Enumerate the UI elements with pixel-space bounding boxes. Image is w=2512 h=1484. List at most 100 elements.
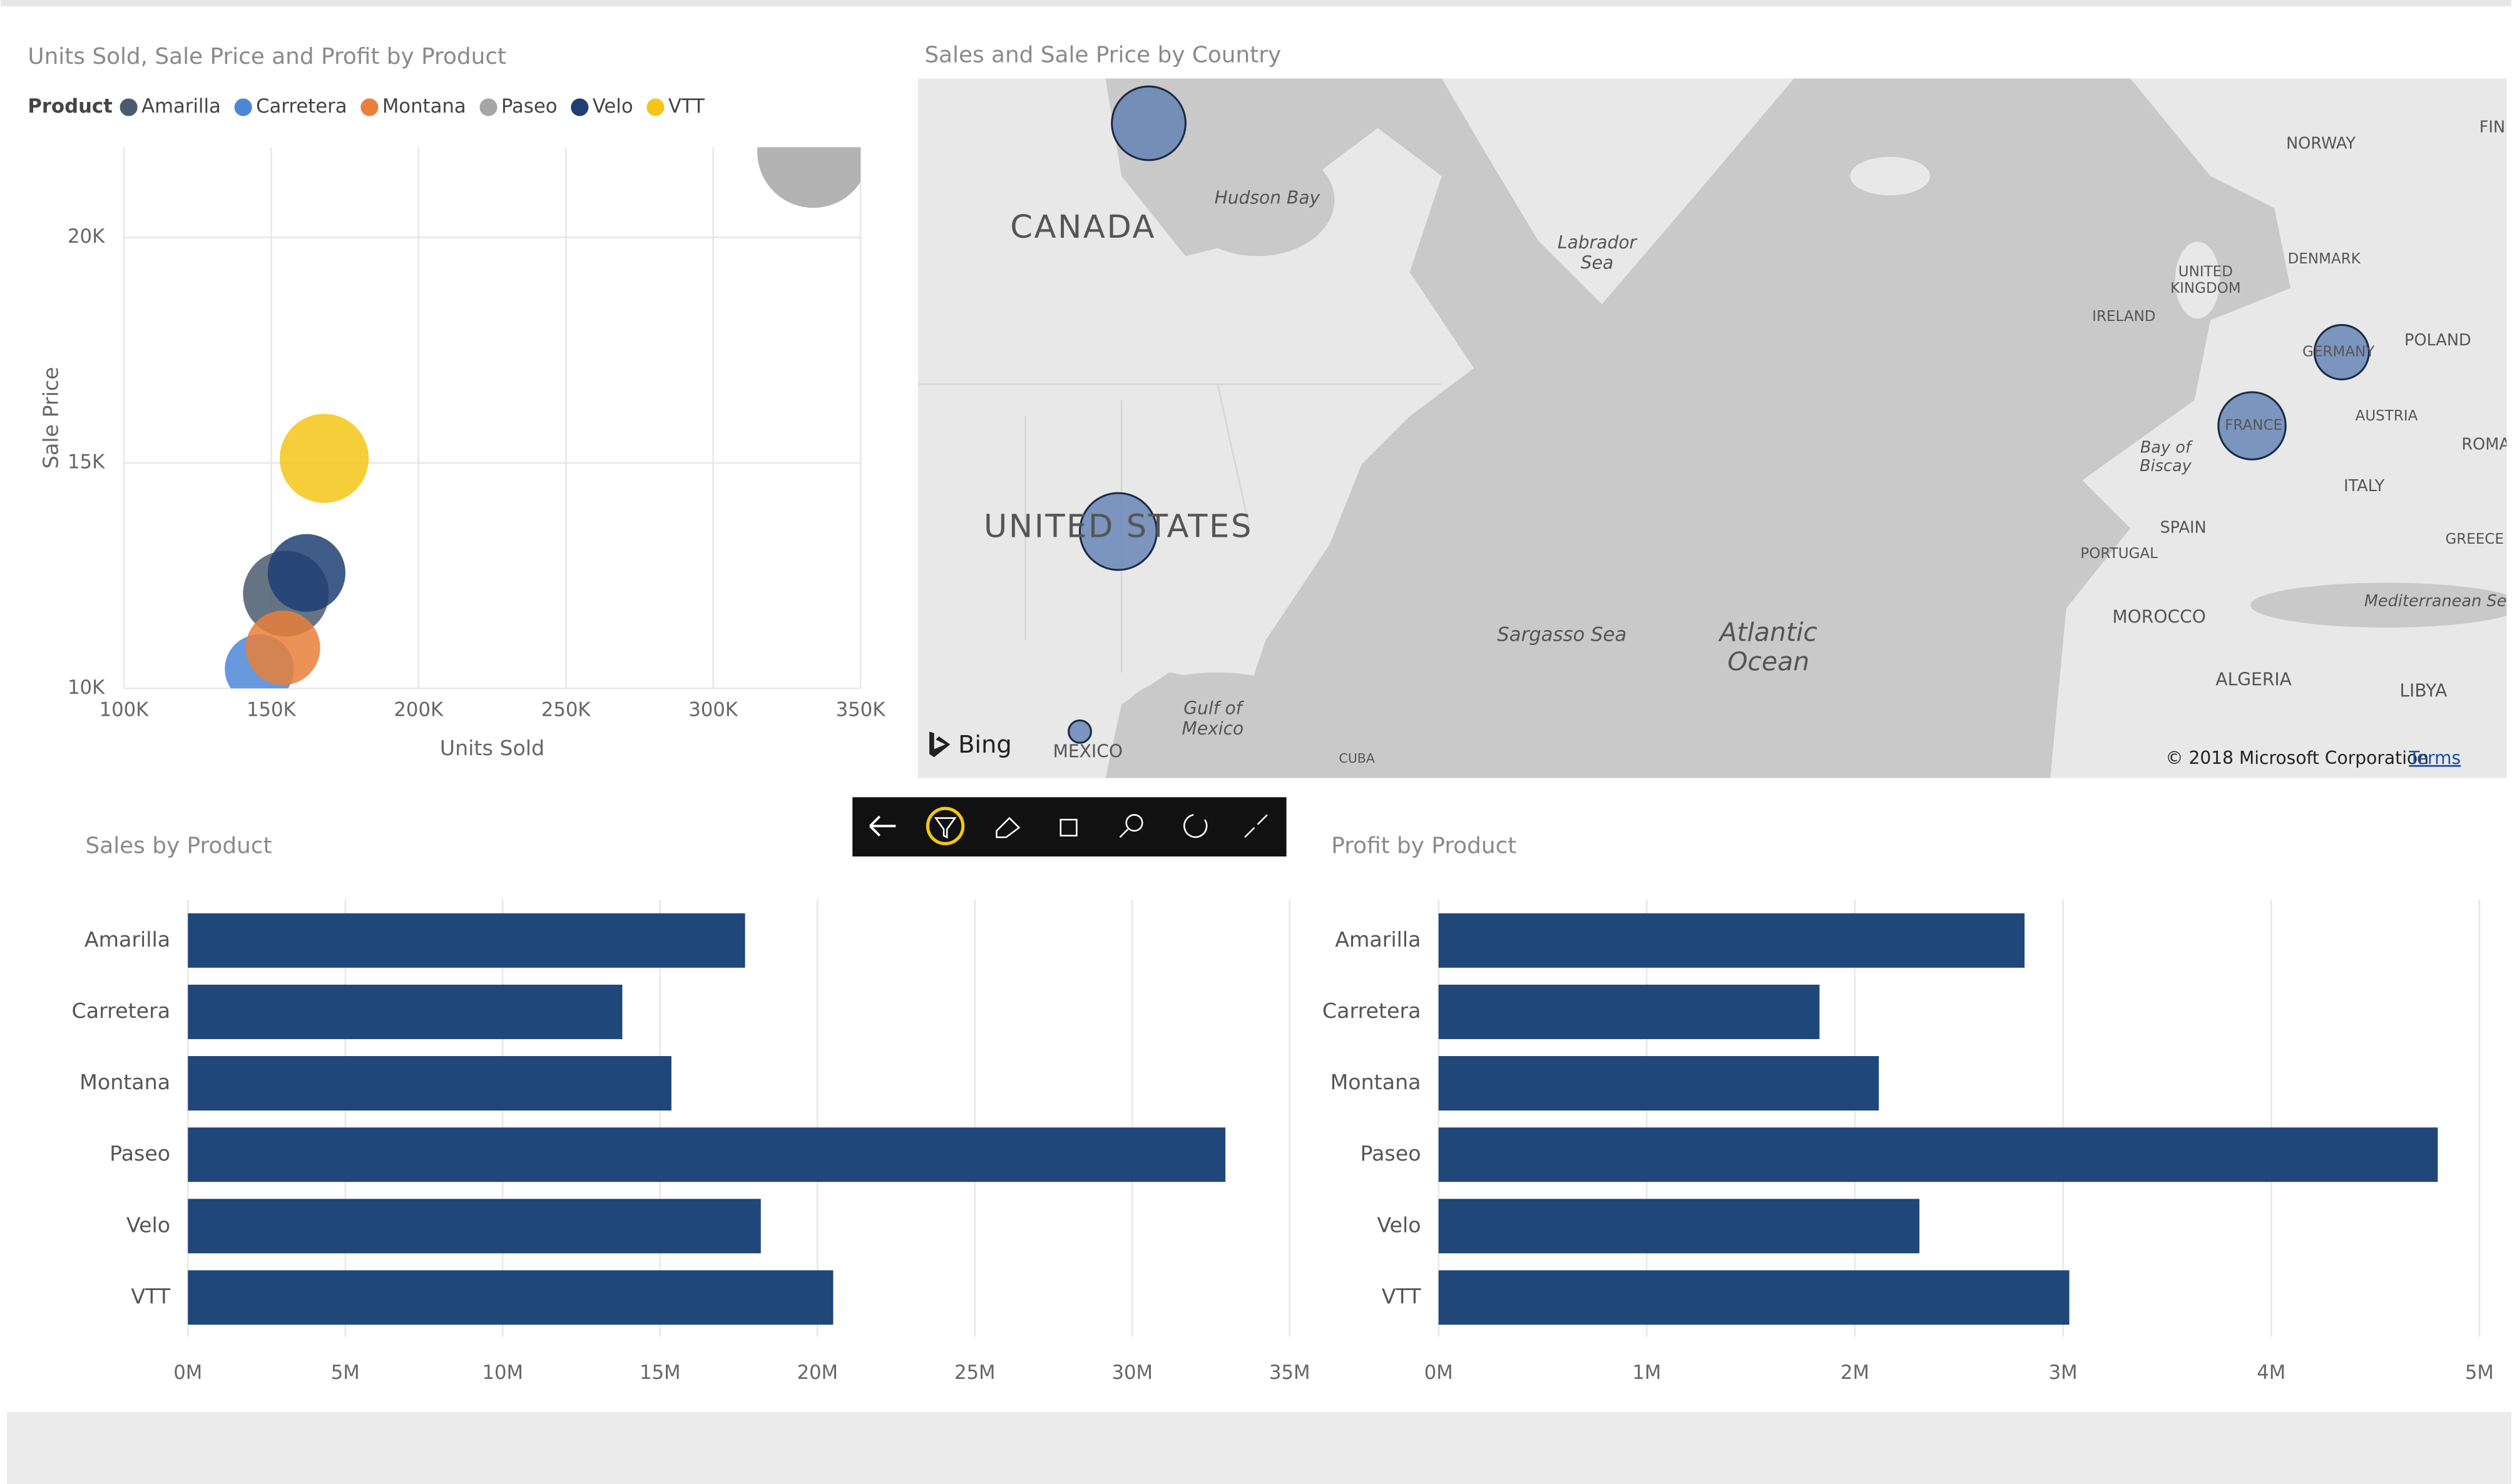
bar xyxy=(1438,984,1820,1039)
map-label: Biscay xyxy=(2140,457,2192,475)
back-button[interactable] xyxy=(869,815,896,837)
bar xyxy=(1438,1056,1879,1111)
map-label: Sea xyxy=(1581,252,1613,273)
y-tick-label: Velo xyxy=(126,1212,170,1237)
visual-toolbar xyxy=(852,797,1287,856)
map-label: IRELAND xyxy=(2092,308,2155,325)
bar xyxy=(1438,1199,1920,1254)
map-label: CUBA xyxy=(1339,751,1375,766)
collapse-button[interactable] xyxy=(1244,814,1268,838)
bubble xyxy=(279,414,369,503)
map-label: Sargasso Sea xyxy=(1497,624,1626,646)
country-label: MEXICO xyxy=(1053,741,1123,762)
map-label: ITALY xyxy=(2344,477,2385,496)
bubble xyxy=(267,534,345,612)
map-label: SPAIN xyxy=(2160,518,2206,537)
legend-label: Amarilla xyxy=(141,96,221,118)
map-label: ALGERIA xyxy=(2215,669,2292,689)
x-tick-label: 5M xyxy=(2465,1362,2494,1384)
bar xyxy=(188,984,623,1039)
map-label: DENMARK xyxy=(2288,251,2361,267)
x-tick-label: 3M xyxy=(2049,1362,2078,1384)
x-tick-label: 350K xyxy=(836,699,886,721)
x-tick-label: 250K xyxy=(541,699,591,721)
legend-label: Carretera xyxy=(256,96,347,118)
country-label: UNITED STATES xyxy=(984,508,1253,545)
chart-title: Sales by Product xyxy=(86,833,272,859)
map-label: NORWAY xyxy=(2286,134,2356,153)
chart-title: Profit by Product xyxy=(1331,833,1516,859)
legend-marker xyxy=(360,98,379,116)
chart-title: Sales and Sale Price by Country xyxy=(924,43,1281,68)
map-label: MOROCCO xyxy=(2112,607,2206,628)
legend-marker xyxy=(234,98,252,116)
y-tick-label: 15K xyxy=(68,451,105,473)
x-tick-label: 15M xyxy=(640,1362,681,1384)
map-label: KINGDOM xyxy=(2170,280,2241,297)
x-tick-label: 25M xyxy=(954,1362,996,1384)
map-terms-link[interactable]: Terms xyxy=(2408,748,2461,768)
y-axis-label: Sale Price xyxy=(38,367,63,469)
bar xyxy=(188,1056,671,1111)
map-label: Hudson Bay xyxy=(1215,187,1320,208)
x-tick-label: 20M xyxy=(797,1362,838,1384)
bubble xyxy=(245,610,320,685)
country-label: GERMANY xyxy=(2302,343,2375,360)
top-border xyxy=(0,0,2512,7)
bar xyxy=(1438,1270,2070,1325)
map-logo: Bing xyxy=(958,731,1012,759)
y-tick-label: Montana xyxy=(79,1070,170,1094)
focus-button[interactable] xyxy=(926,806,965,846)
map-label: GREECE xyxy=(2445,531,2504,547)
bar xyxy=(188,1199,761,1254)
x-tick-label: 10M xyxy=(482,1362,524,1384)
x-tick-label: 30M xyxy=(1111,1362,1153,1384)
y-tick-label: Carretera xyxy=(1322,999,1421,1023)
search-button[interactable] xyxy=(1125,814,1143,832)
map-label: Bay of xyxy=(2140,438,2193,457)
map-label: Mexico xyxy=(1182,718,1244,739)
map-label: LIBYA xyxy=(2399,680,2447,701)
map-label: ROMA xyxy=(2461,435,2510,454)
bubble xyxy=(757,147,860,208)
y-tick-label: Paseo xyxy=(1360,1141,1421,1166)
x-axis-label: Units Sold xyxy=(440,736,544,760)
bar xyxy=(1438,913,2025,968)
x-tick-label: 200K xyxy=(394,699,444,721)
map-label: Labrador xyxy=(1558,232,1638,253)
map-bubble xyxy=(1068,719,1092,744)
country-label: FRANCE xyxy=(2225,417,2282,434)
y-tick-label: Amarilla xyxy=(1335,927,1421,952)
refresh-button[interactable] xyxy=(1183,814,1208,838)
y-tick-label: 10K xyxy=(68,677,105,699)
plot-area xyxy=(225,147,860,689)
map-label: FIN xyxy=(2479,118,2505,137)
map-bubble xyxy=(2217,391,2287,460)
country-label: CANADA xyxy=(1010,209,1156,246)
legend-marker xyxy=(571,98,589,116)
map-bubble xyxy=(1111,85,1187,161)
y-tick-label: VTT xyxy=(1382,1284,1421,1308)
x-tick-label: 4M xyxy=(2257,1362,2285,1384)
map-bubble xyxy=(1078,492,1158,571)
x-tick-label: 100K xyxy=(100,699,150,721)
x-tick-label: 0M xyxy=(1424,1362,1453,1384)
x-tick-label: 1M xyxy=(1632,1362,1661,1384)
y-tick-label: VTT xyxy=(131,1284,170,1308)
y-tick-label: Carretera xyxy=(72,999,171,1023)
legend-label: VTT xyxy=(668,96,705,118)
x-tick-label: 2M xyxy=(1841,1362,1869,1384)
bar xyxy=(188,913,745,968)
map-label: Ocean xyxy=(1727,646,1809,676)
copy-button[interactable] xyxy=(1059,818,1078,836)
map-label: Atlantic xyxy=(1718,617,1817,647)
clear-button[interactable] xyxy=(996,816,1021,838)
legend-marker xyxy=(646,98,665,116)
map-label: UNITED xyxy=(2178,263,2233,280)
x-tick-label: 300K xyxy=(688,699,738,721)
x-tick-label: 0M xyxy=(173,1362,202,1384)
legend-marker xyxy=(479,98,498,116)
